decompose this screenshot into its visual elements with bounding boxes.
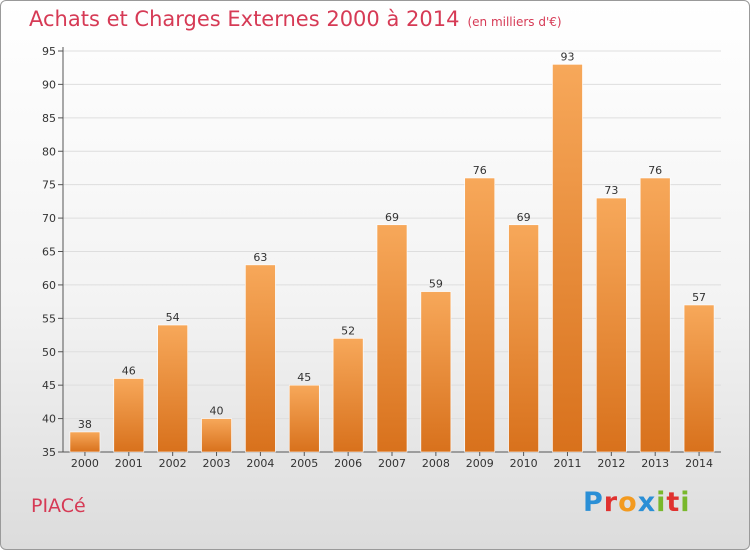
chart-title: Achats et Charges Externes 2000 à 2014 (e…: [29, 7, 562, 31]
bar-value-label: 59: [429, 278, 443, 291]
bar-value-label: 73: [604, 184, 618, 197]
chart-title-text: Achats et Charges Externes 2000 à 2014: [29, 7, 460, 31]
y-tick-label: 65: [42, 246, 56, 259]
bar: [683, 304, 715, 453]
x-tick-label: 2001: [115, 457, 143, 470]
x-tick-label: 2014: [685, 457, 713, 470]
x-tick-label: 2009: [466, 457, 494, 470]
bar-value-label: 52: [341, 324, 355, 337]
bar: [508, 224, 539, 453]
x-tick-label: 2011: [553, 457, 581, 470]
x-tick-label: 2008: [422, 457, 450, 470]
bar-value-label: 76: [648, 164, 662, 177]
bar-value-label: 57: [692, 291, 706, 304]
x-tick-label: 2006: [334, 457, 362, 470]
y-tick-label: 55: [42, 312, 56, 325]
bar-value-label: 63: [253, 251, 267, 264]
y-tick-label: 85: [42, 112, 56, 125]
bar-value-label: 69: [385, 211, 399, 224]
bar: [596, 197, 627, 453]
bar: [332, 338, 364, 453]
y-tick-label: 95: [42, 45, 56, 58]
y-tick-label: 75: [42, 179, 56, 192]
bar: [245, 264, 276, 453]
x-tick-label: 2012: [597, 457, 625, 470]
bar-value-label: 46: [122, 364, 136, 377]
y-tick-label: 40: [42, 413, 56, 426]
y-tick-label: 70: [42, 212, 56, 225]
chart-subtitle: (en milliers d'€): [467, 15, 562, 29]
bar-value-label: 38: [78, 418, 92, 431]
y-tick-label: 80: [42, 145, 56, 158]
bar-value-label: 69: [517, 211, 531, 224]
bar: [639, 177, 671, 453]
logo-letter: r: [603, 487, 619, 518]
bar: [464, 177, 496, 453]
bar: [288, 384, 320, 453]
bar-value-label: 45: [297, 371, 311, 384]
bar-value-label: 93: [560, 50, 574, 63]
bar-value-label: 40: [210, 405, 224, 418]
x-tick-label: 2004: [246, 457, 274, 470]
bar: [552, 64, 583, 453]
y-tick-label: 90: [42, 78, 56, 91]
y-tick-label: 60: [42, 279, 56, 292]
bar: [157, 324, 188, 453]
y-tick-label: 45: [42, 379, 56, 392]
x-tick-label: 2002: [159, 457, 187, 470]
x-tick-label: 2000: [71, 457, 99, 470]
proxiti-logo: Proxiti: [583, 487, 691, 518]
y-tick-label: 35: [42, 446, 56, 459]
x-tick-label: 2005: [290, 457, 318, 470]
logo-letter: i: [656, 487, 667, 518]
place-name: PIACé: [31, 495, 86, 517]
logo-letter: i: [680, 487, 691, 518]
bar: [420, 291, 452, 453]
x-tick-label: 2007: [378, 457, 406, 470]
bar: [113, 378, 145, 453]
logo-letter: t: [666, 487, 681, 518]
logo-letter: P: [583, 487, 604, 518]
bar: [201, 418, 232, 453]
logo-letter: x: [637, 487, 657, 518]
bar: [376, 224, 408, 453]
y-tick-label: 50: [42, 346, 56, 359]
x-tick-label: 2010: [510, 457, 538, 470]
logo-letter: o: [618, 487, 638, 518]
bar-value-label: 76: [473, 164, 487, 177]
bar: [69, 431, 101, 453]
bar-value-label: 54: [166, 311, 180, 324]
x-tick-label: 2013: [641, 457, 669, 470]
x-tick-label: 2003: [203, 457, 231, 470]
